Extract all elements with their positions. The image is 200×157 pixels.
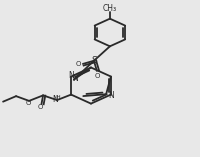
Text: O: O: [25, 100, 31, 106]
Text: CH₃: CH₃: [103, 4, 117, 13]
Text: N: N: [108, 91, 114, 100]
Text: N: N: [72, 74, 78, 83]
Text: O: O: [94, 73, 100, 79]
Text: N: N: [53, 95, 58, 104]
Text: O: O: [75, 61, 81, 67]
Text: O: O: [37, 104, 43, 110]
Text: S: S: [91, 56, 97, 65]
Text: N: N: [68, 71, 74, 80]
Text: H: H: [56, 95, 60, 100]
